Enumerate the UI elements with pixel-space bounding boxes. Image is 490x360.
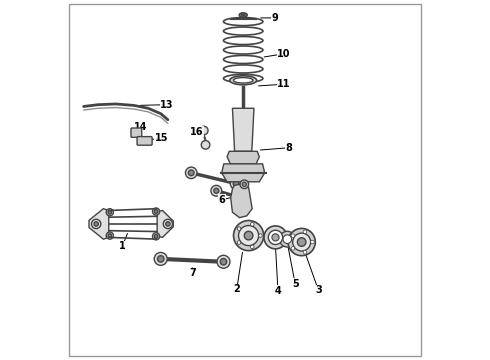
Circle shape [264, 226, 287, 249]
Text: 3: 3 [315, 285, 322, 296]
Circle shape [108, 211, 112, 214]
FancyBboxPatch shape [137, 136, 152, 145]
Text: 7: 7 [190, 268, 196, 278]
Circle shape [92, 219, 101, 229]
Circle shape [297, 238, 306, 246]
Circle shape [242, 182, 246, 186]
Circle shape [154, 252, 167, 265]
Circle shape [186, 167, 197, 179]
Circle shape [106, 232, 113, 239]
Circle shape [188, 170, 194, 176]
Circle shape [235, 194, 240, 199]
Circle shape [311, 240, 314, 244]
Circle shape [303, 251, 307, 254]
Circle shape [94, 222, 98, 226]
Circle shape [250, 245, 254, 249]
Polygon shape [157, 211, 173, 237]
Polygon shape [227, 151, 259, 164]
Circle shape [154, 234, 158, 238]
Text: 10: 10 [277, 49, 291, 59]
Ellipse shape [230, 76, 257, 85]
Circle shape [166, 222, 170, 226]
Polygon shape [231, 184, 252, 218]
Circle shape [283, 235, 292, 243]
Text: 15: 15 [155, 133, 169, 143]
Circle shape [279, 231, 295, 247]
Circle shape [234, 221, 264, 251]
Text: 9: 9 [272, 13, 278, 23]
Ellipse shape [239, 13, 247, 17]
Circle shape [143, 139, 147, 142]
Circle shape [152, 233, 160, 240]
Circle shape [232, 192, 243, 202]
Circle shape [211, 185, 221, 196]
Circle shape [269, 230, 283, 244]
Text: 8: 8 [286, 143, 293, 153]
Circle shape [106, 209, 113, 216]
Circle shape [220, 258, 227, 265]
Circle shape [272, 234, 279, 241]
Circle shape [230, 178, 242, 189]
Polygon shape [232, 108, 254, 151]
Circle shape [240, 180, 248, 189]
Circle shape [293, 233, 311, 251]
Circle shape [303, 230, 307, 234]
Text: 12: 12 [238, 162, 251, 172]
Ellipse shape [233, 78, 253, 83]
Circle shape [214, 188, 219, 193]
Circle shape [237, 241, 241, 244]
Circle shape [199, 126, 208, 135]
Circle shape [245, 231, 253, 240]
Text: 2: 2 [233, 284, 240, 294]
Circle shape [157, 256, 164, 262]
Circle shape [250, 222, 254, 226]
Circle shape [259, 234, 262, 237]
Text: 14: 14 [134, 122, 148, 132]
Text: 4: 4 [274, 286, 281, 296]
Circle shape [217, 255, 230, 268]
Ellipse shape [242, 14, 245, 16]
Polygon shape [89, 209, 109, 239]
Circle shape [201, 140, 210, 149]
Text: 6: 6 [219, 195, 225, 205]
Circle shape [152, 208, 160, 215]
Polygon shape [221, 164, 265, 182]
Circle shape [288, 228, 315, 256]
Circle shape [163, 219, 172, 229]
Circle shape [134, 131, 139, 135]
Text: 13: 13 [160, 100, 174, 110]
Circle shape [237, 227, 241, 230]
Circle shape [233, 181, 239, 186]
Circle shape [239, 226, 259, 246]
Text: 16: 16 [190, 127, 203, 136]
Text: 11: 11 [277, 79, 291, 89]
Circle shape [291, 234, 295, 238]
Circle shape [291, 247, 295, 250]
Circle shape [154, 210, 158, 213]
Text: 1: 1 [119, 241, 126, 251]
Circle shape [108, 234, 112, 237]
FancyBboxPatch shape [131, 128, 142, 137]
Text: 5: 5 [292, 279, 298, 289]
